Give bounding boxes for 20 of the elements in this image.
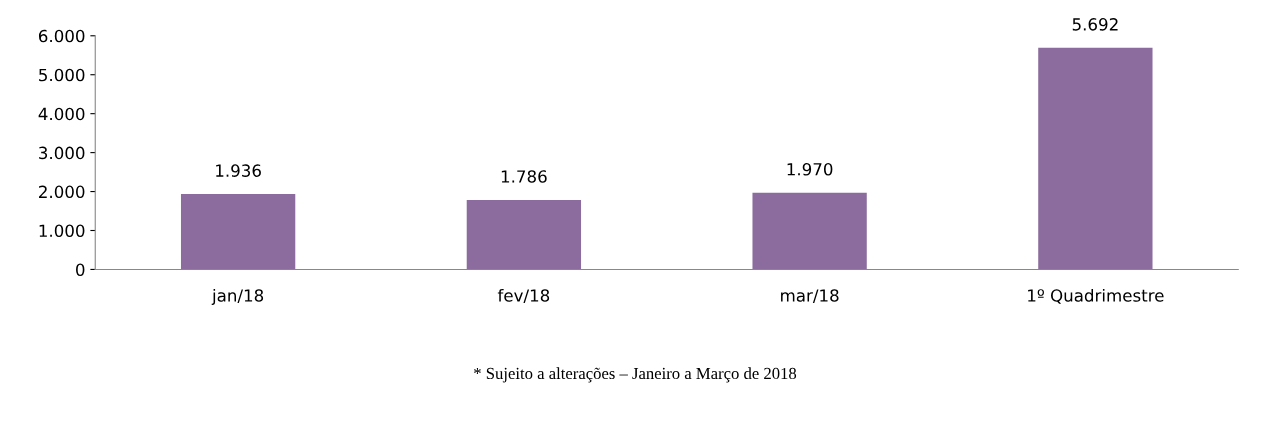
y-tick-label: 1.000 — [39, 224, 85, 238]
y-tick-label: 3.000 — [39, 146, 85, 160]
bar — [752, 192, 867, 270]
data-label: 5.692 — [1072, 18, 1118, 31]
x-tick-label: fev/18 — [497, 288, 550, 304]
y-tick-label: 0 — [76, 263, 85, 277]
y-tick-label: 6.000 — [38, 29, 85, 43]
bar — [1038, 47, 1153, 270]
data-label: 1.786 — [501, 170, 547, 183]
y-tick-label: 2.000 — [39, 185, 85, 199]
x-tick-label: 1º Quadrimestre — [1028, 288, 1164, 304]
y-tick-label: 5.000 — [39, 68, 85, 82]
x-tick-label: jan/18 — [211, 288, 264, 306]
data-label: 1.970 — [787, 163, 833, 176]
bar — [466, 199, 582, 270]
bar — [180, 194, 296, 270]
y-tick-label: 4.000 — [38, 107, 85, 121]
text: * Sujeito a alterações – Janeiro a Março de 2018 — [474, 367, 797, 383]
x-tick-label: mar/18 — [781, 289, 839, 304]
data-label: 1.936 — [216, 164, 261, 177]
